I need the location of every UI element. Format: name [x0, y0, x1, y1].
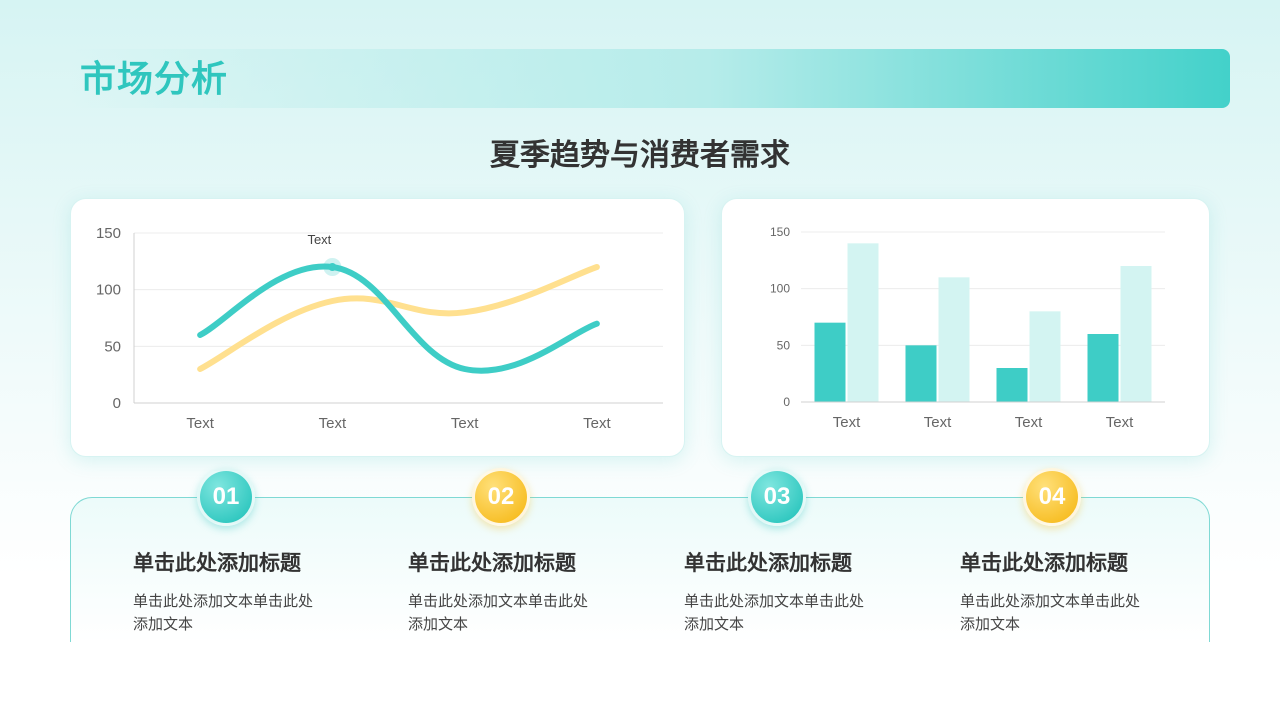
header-bar — [70, 49, 1230, 108]
step-title[interactable]: 单击此处添加标题 — [408, 551, 576, 575]
step-number-badge: 03 — [748, 468, 806, 526]
step-title[interactable]: 单击此处添加标题 — [133, 551, 301, 575]
step-body-text[interactable]: 单击此处添加文本单击此处添加文本 — [133, 592, 314, 633]
bar — [847, 243, 879, 402]
y-tick-label: 150 — [770, 225, 790, 239]
bar — [1029, 311, 1061, 402]
series-line — [197, 263, 600, 374]
y-tick-label: 50 — [777, 338, 791, 352]
bar — [996, 368, 1028, 402]
step-title[interactable]: 单击此处添加标题 — [684, 551, 852, 575]
x-tick-label: Text — [1106, 414, 1134, 431]
bar — [905, 345, 937, 402]
x-tick-label: Text — [583, 415, 611, 432]
bar — [938, 277, 970, 402]
step-number-badge: 01 — [197, 468, 255, 526]
x-tick-label: Text — [451, 415, 479, 432]
x-tick-label: Text — [319, 415, 347, 432]
line-chart: 0 50 100 150 Text Text Text Text Text — [96, 225, 663, 432]
step-number-badge: 02 — [472, 468, 530, 526]
data-label: Text — [307, 232, 331, 247]
steps-panel — [70, 497, 1210, 642]
bar — [1087, 334, 1119, 402]
line-chart-card: 0 50 100 150 Text Text Text Text Text — [70, 198, 685, 457]
y-tick-label: 100 — [96, 282, 121, 299]
step-title[interactable]: 单击此处添加标题 — [960, 551, 1128, 575]
bar — [1120, 266, 1152, 402]
slide-subtitle: 夏季趋势与消费者需求 — [490, 138, 790, 173]
y-tick-label: 0 — [783, 395, 790, 409]
data-point — [328, 263, 337, 271]
step-body-text[interactable]: 单击此处添加文本单击此处添加文本 — [408, 592, 589, 633]
y-tick-label: 100 — [770, 282, 790, 296]
step-body-text[interactable]: 单击此处添加文本单击此处添加文本 — [960, 592, 1141, 633]
x-tick-label: Text — [1015, 414, 1043, 431]
step-number-badge: 04 — [1023, 468, 1081, 526]
y-tick-label: 150 — [96, 225, 121, 242]
x-tick-label: Text — [924, 414, 952, 431]
y-tick-label: 0 — [113, 395, 121, 412]
series-line — [197, 264, 600, 372]
bar-chart-card: 0 50 100 150 Text Text Text Text — [721, 198, 1210, 457]
y-tick-label: 50 — [104, 338, 121, 355]
bar — [814, 322, 846, 402]
bar-chart: 0 50 100 150 Text Text Text Text — [770, 225, 1165, 431]
x-tick-label: Text — [833, 414, 861, 431]
step-body-text[interactable]: 单击此处添加文本单击此处添加文本 — [684, 592, 865, 633]
page-title: 市场分析 — [80, 59, 229, 100]
x-tick-label: Text — [186, 415, 214, 432]
